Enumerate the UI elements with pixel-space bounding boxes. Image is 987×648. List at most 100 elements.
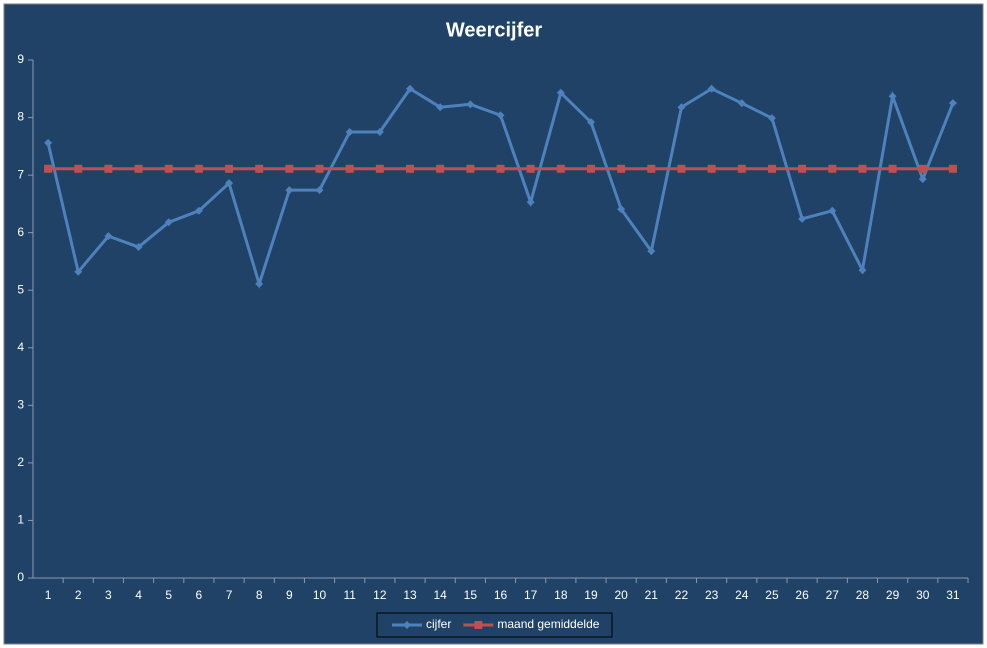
point-marker xyxy=(194,206,203,215)
y-tick-label: 7 xyxy=(17,167,24,181)
point-marker xyxy=(466,100,475,109)
point-marker xyxy=(436,164,445,173)
point-marker xyxy=(798,214,807,223)
point-marker xyxy=(375,164,384,173)
point-marker xyxy=(474,621,483,629)
point-marker xyxy=(948,164,957,173)
point-marker xyxy=(888,92,897,101)
point-marker xyxy=(375,127,384,136)
y-tick-label: 4 xyxy=(17,340,24,354)
point-marker xyxy=(194,164,203,173)
point-marker xyxy=(647,247,656,256)
x-tick-label: 14 xyxy=(433,588,447,602)
x-tick-label: 10 xyxy=(313,588,327,602)
x-tick-label: 22 xyxy=(675,588,689,602)
point-marker xyxy=(767,164,776,173)
x-tick-label: 18 xyxy=(554,588,568,602)
chart-area xyxy=(3,3,984,645)
x-tick-label: 31 xyxy=(946,588,960,602)
x-tick-label: 19 xyxy=(584,588,598,602)
x-tick-label: 1 xyxy=(45,588,52,602)
x-tick-label: 30 xyxy=(916,588,930,602)
x-tick-label: 12 xyxy=(373,588,387,602)
x-tick-label: 29 xyxy=(886,588,900,602)
x-tick-label: 21 xyxy=(645,588,659,602)
point-marker xyxy=(918,164,927,173)
point-marker xyxy=(586,164,595,173)
point-marker xyxy=(737,99,746,108)
x-tick-label: 20 xyxy=(614,588,628,602)
point-marker xyxy=(345,164,354,173)
y-tick-label: 3 xyxy=(17,398,24,412)
point-marker xyxy=(255,279,264,288)
point-marker xyxy=(44,164,53,173)
point-marker xyxy=(225,164,234,173)
y-tick-label: 1 xyxy=(17,513,24,527)
point-marker xyxy=(556,88,565,97)
point-marker xyxy=(496,111,505,120)
x-tick-label: 7 xyxy=(226,588,233,602)
x-tick-label: 11 xyxy=(343,588,356,602)
point-marker xyxy=(828,206,837,215)
point-marker xyxy=(403,621,411,629)
point-marker xyxy=(707,84,716,93)
point-marker xyxy=(767,114,776,123)
point-marker xyxy=(858,266,867,275)
point-marker xyxy=(647,164,656,173)
point-marker xyxy=(496,164,505,173)
x-tick-label: 9 xyxy=(286,588,293,602)
x-tick-label: 13 xyxy=(403,588,417,602)
point-marker xyxy=(164,164,173,173)
point-marker xyxy=(707,164,716,173)
point-marker xyxy=(225,179,234,188)
point-marker xyxy=(315,164,324,173)
y-tick-label: 9 xyxy=(17,52,24,66)
point-marker xyxy=(677,103,686,112)
legend-label: cijfer xyxy=(426,617,451,631)
point-marker xyxy=(134,243,143,252)
point-marker xyxy=(44,138,53,147)
x-tick-label: 4 xyxy=(135,588,142,602)
point-marker xyxy=(918,175,927,184)
x-tick-label: 17 xyxy=(524,588,538,602)
point-marker xyxy=(556,164,565,173)
point-marker xyxy=(888,164,897,173)
point-marker xyxy=(104,232,113,241)
x-tick-label: 3 xyxy=(105,588,112,602)
point-marker xyxy=(345,127,354,136)
point-marker xyxy=(255,164,264,173)
point-marker xyxy=(858,164,867,173)
x-tick-label: 15 xyxy=(464,588,478,602)
x-tick-label: 8 xyxy=(256,588,263,602)
x-tick-label: 16 xyxy=(494,588,508,602)
point-marker xyxy=(526,164,535,173)
y-tick-label: 2 xyxy=(17,455,24,469)
chart-title: Weercijfer xyxy=(446,19,543,41)
point-marker xyxy=(436,103,445,112)
point-marker xyxy=(828,164,837,173)
y-tick-label: 0 xyxy=(17,570,24,584)
y-tick-label: 5 xyxy=(17,282,24,296)
point-marker xyxy=(526,198,535,207)
x-tick-label: 26 xyxy=(795,588,809,602)
point-marker xyxy=(104,164,113,173)
x-tick-label: 2 xyxy=(75,588,82,602)
point-marker xyxy=(74,267,83,276)
point-marker xyxy=(406,164,415,173)
point-marker xyxy=(315,186,324,195)
point-marker xyxy=(617,164,626,173)
x-tick-label: 27 xyxy=(826,588,840,602)
point-marker xyxy=(677,164,686,173)
point-marker xyxy=(798,164,807,173)
point-marker xyxy=(617,205,626,214)
x-tick-label: 5 xyxy=(165,588,172,602)
x-tick-label: 28 xyxy=(856,588,870,602)
x-tick-label: 6 xyxy=(196,588,203,602)
point-marker xyxy=(948,99,957,108)
point-marker xyxy=(285,186,294,195)
y-tick-label: 6 xyxy=(17,225,24,239)
point-marker xyxy=(74,164,83,173)
y-tick-label: 8 xyxy=(17,110,24,124)
